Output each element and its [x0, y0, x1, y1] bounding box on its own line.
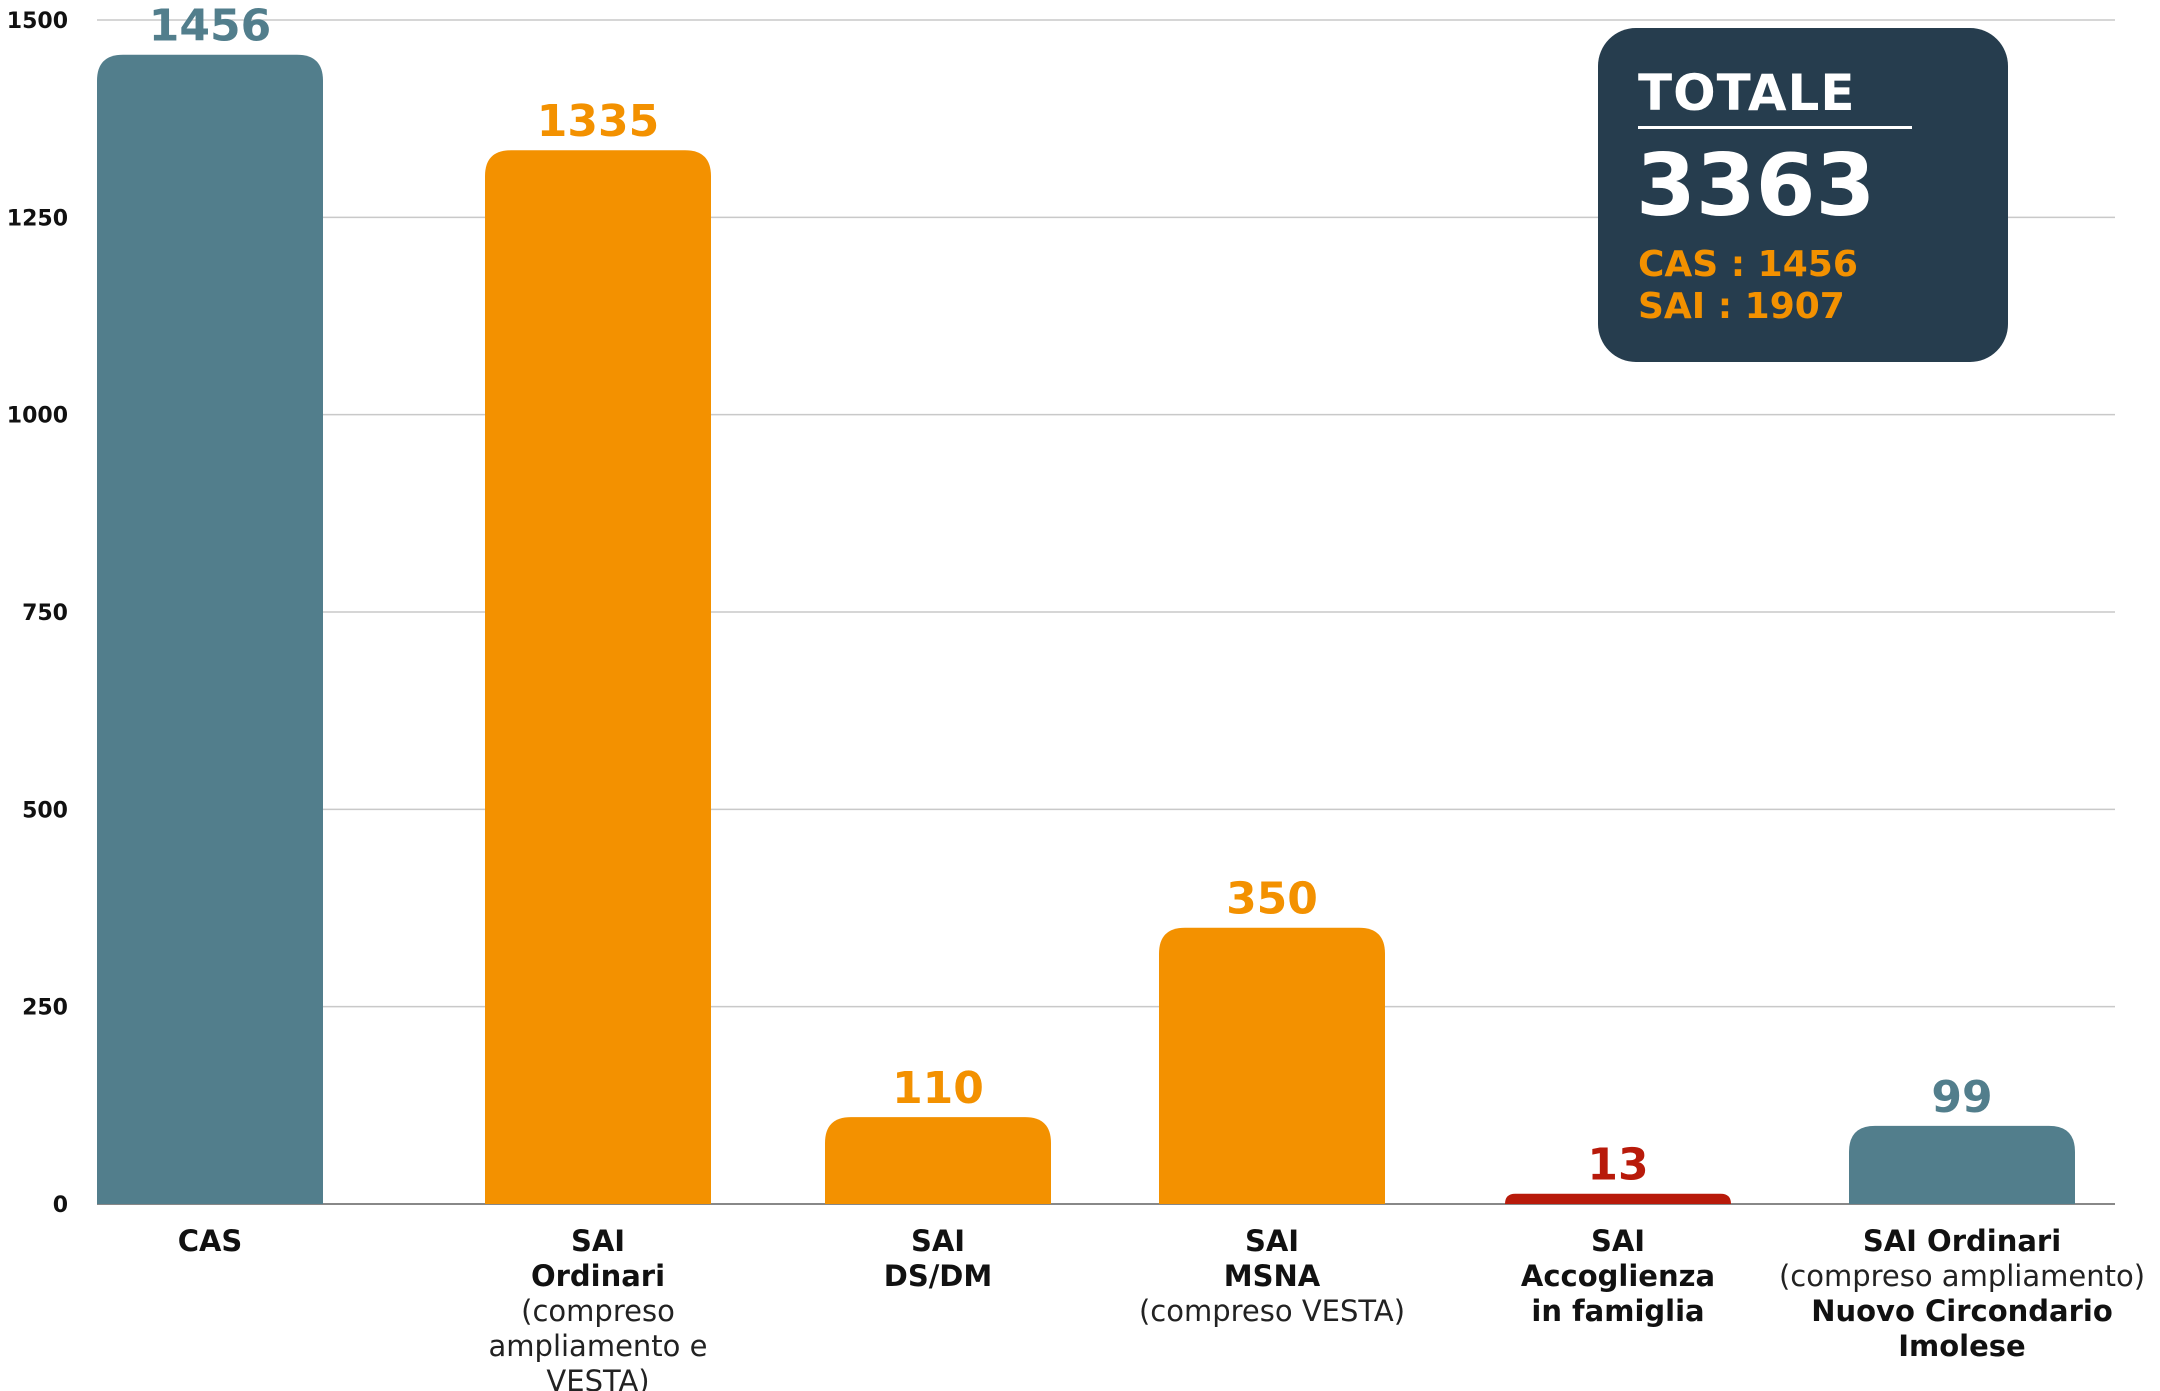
- y-tick-label: 750: [22, 601, 68, 626]
- category-label-line: SAI: [1245, 1224, 1299, 1258]
- bar-value-label: 99: [1931, 1072, 1992, 1123]
- category-label-line: Nuovo Circondario: [1811, 1294, 2113, 1328]
- bar: [1849, 1125, 2075, 1204]
- bar-value-label: 1335: [537, 96, 659, 147]
- total-value: 3363: [1636, 136, 1876, 236]
- category-label-line: SAI: [571, 1224, 625, 1258]
- bar: [485, 150, 711, 1205]
- category-label-line: (compreso ampliamento): [1779, 1259, 2145, 1293]
- category-label-line: VESTA): [546, 1364, 649, 1391]
- category-label-line: ampliamento e: [489, 1329, 708, 1363]
- bars: [97, 54, 2075, 1205]
- y-tick-label: 1500: [7, 9, 68, 34]
- y-axis-ticks: 0 250 500 750 1000 1250 1500: [7, 9, 68, 1218]
- category-label-line: (compreso: [521, 1294, 675, 1328]
- category-label-line: in famiglia: [1531, 1294, 1704, 1328]
- bar: [1505, 1193, 1731, 1204]
- y-tick-label: 250: [22, 996, 68, 1021]
- total-sai-line: SAI : 1907: [1638, 286, 1845, 327]
- category-label-line: Accoglienza: [1521, 1259, 1715, 1293]
- category-label-line: Imolese: [1898, 1329, 2025, 1363]
- y-tick-label: 1250: [7, 206, 68, 231]
- category-label-line: CAS: [178, 1224, 243, 1258]
- bar: [825, 1117, 1051, 1204]
- bar: [97, 54, 323, 1204]
- total-title: TOTALE: [1638, 64, 1856, 122]
- bar-value-label: 1456: [149, 1, 271, 52]
- bar: [1159, 927, 1385, 1204]
- bar-value-label: 13: [1587, 1140, 1648, 1191]
- y-tick-label: 0: [53, 1193, 68, 1218]
- gridlines: [97, 19, 2115, 1205]
- category-label-line: SAI Ordinari: [1863, 1224, 2061, 1258]
- y-tick-label: 500: [22, 798, 68, 823]
- category-label-line: SAI: [911, 1224, 965, 1258]
- total-summary-card: TOTALE 3363 CAS : 1456 SAI : 1907: [1598, 28, 2008, 362]
- value-labels: 1456 1335 110 350 13 99: [149, 1, 1993, 1191]
- category-label-line: DS/DM: [884, 1259, 992, 1293]
- bar-value-label: 110: [892, 1063, 984, 1114]
- category-label-line: MSNA: [1224, 1259, 1321, 1293]
- category-label-line: SAI: [1591, 1224, 1645, 1258]
- category-label-line: Ordinari: [531, 1259, 665, 1293]
- total-cas-line: CAS : 1456: [1638, 244, 1858, 285]
- total-divider: [1638, 126, 1912, 129]
- y-tick-label: 1000: [7, 404, 68, 429]
- category-label-line: (compreso VESTA): [1139, 1294, 1405, 1328]
- bar-value-label: 350: [1226, 874, 1318, 925]
